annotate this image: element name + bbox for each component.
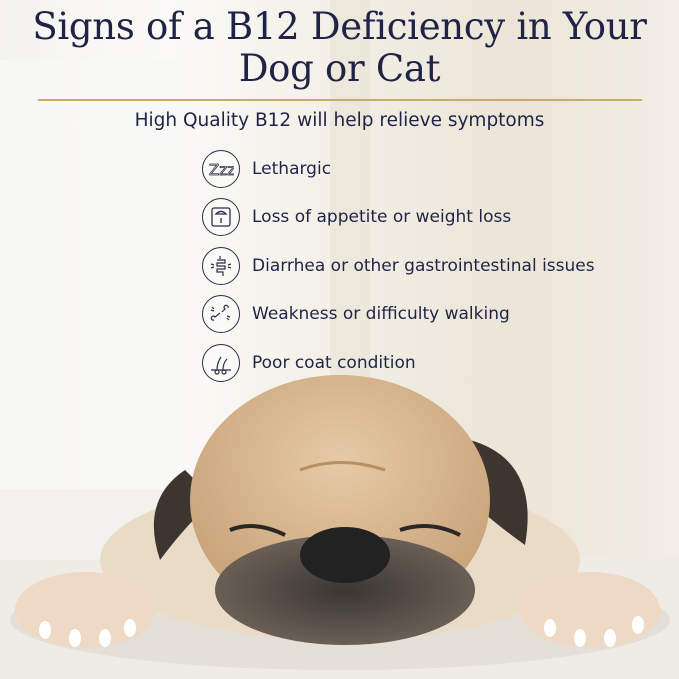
symptom-label: Loss of appetite or weight loss [252, 207, 512, 227]
symptom-label: Poor coat condition [252, 353, 416, 373]
intestines-icon [202, 247, 240, 285]
page-title: Signs of a B12 Deficiency in Your Dog or… [0, 6, 679, 90]
symptom-item: Diarrhea or other gastrointestinal issue… [202, 246, 595, 286]
scale-icon [202, 198, 240, 236]
hair-follicle-icon [202, 344, 240, 382]
subtitle: High Quality B12 will help relieve sympt… [134, 110, 545, 131]
symptom-item: Loss of appetite or weight loss [202, 197, 511, 237]
symptom-item: Weakness or difficulty walking [202, 294, 510, 334]
symptom-item: Zzz Lethargic [202, 149, 331, 189]
broken-bone-icon [202, 295, 240, 333]
divider [38, 99, 642, 101]
sleep-zzz-icon: Zzz [202, 150, 240, 188]
symptom-label: Diarrhea or other gastrointestinal issue… [252, 256, 595, 276]
title-line-1: Signs of a B12 Deficiency in Your [32, 5, 647, 48]
symptom-label: Weakness or difficulty walking [252, 304, 510, 324]
title-line-2: Dog or Cat [238, 47, 441, 90]
symptom-item: Poor coat condition [202, 343, 416, 383]
symptom-label: Lethargic [252, 159, 332, 179]
svg-text:Zzz: Zzz [209, 161, 234, 179]
sleeping-pug-photo [10, 375, 670, 670]
